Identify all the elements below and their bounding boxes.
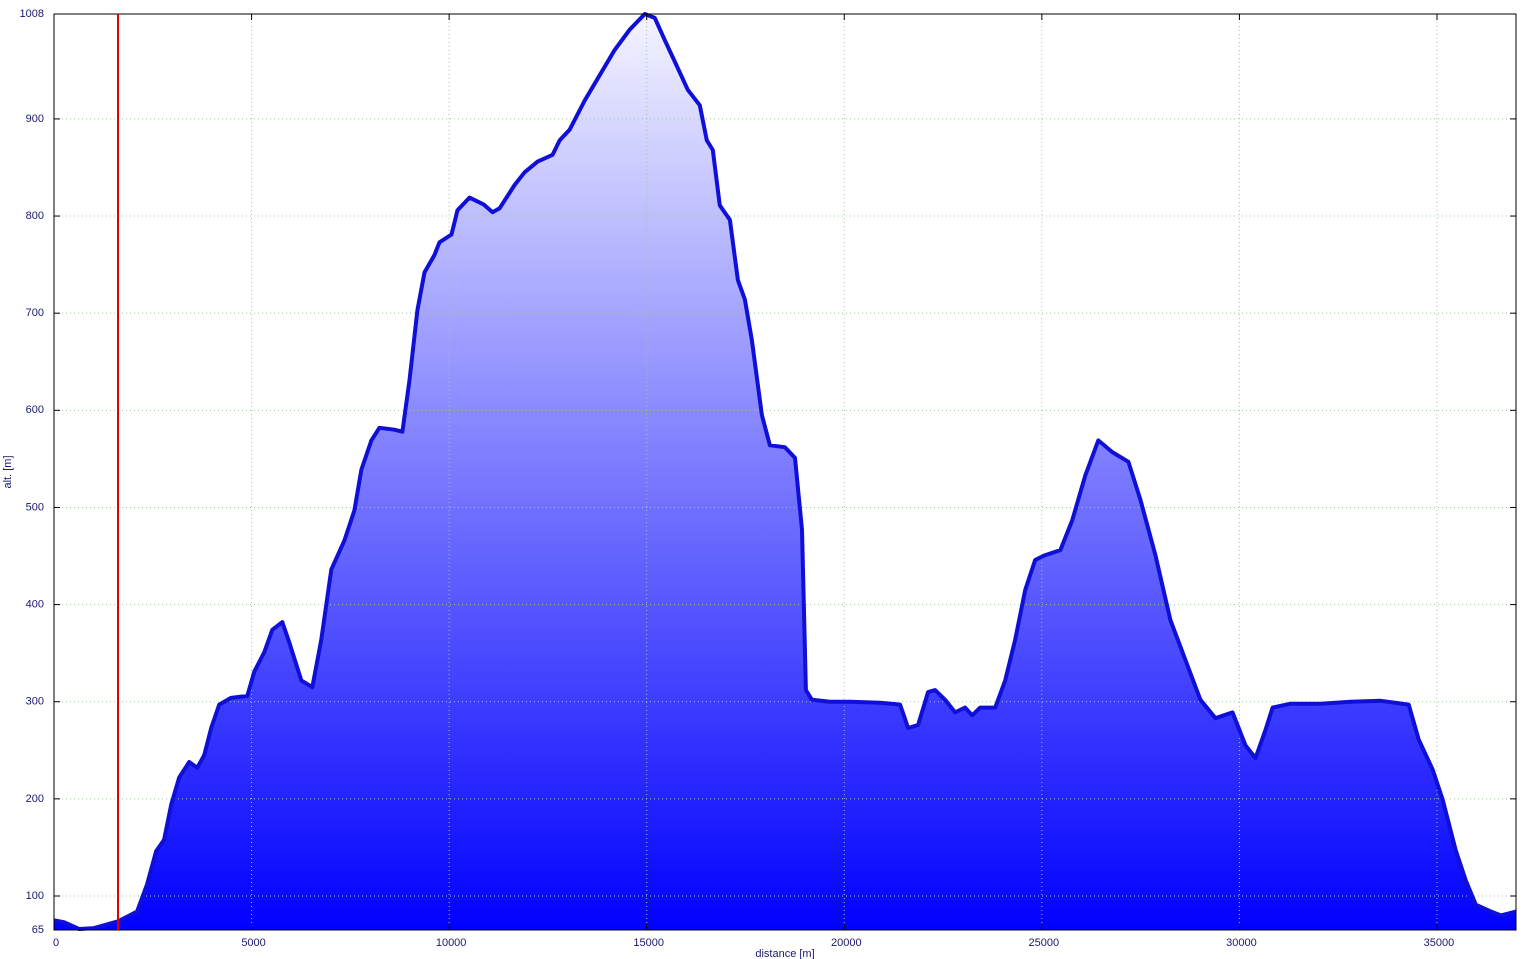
elevation-line: [53, 12, 1517, 931]
y-tick-label: 800: [26, 210, 44, 222]
x-tick-label: 30000: [1226, 937, 1257, 949]
y-tick-label: 65: [32, 924, 44, 936]
x-tick-label: 5000: [241, 937, 265, 949]
x-tick-label: 25000: [1029, 937, 1060, 949]
y-axis-label: alt. [m]: [2, 455, 14, 488]
y-tick-label: 400: [26, 598, 44, 610]
y-tick-label: 600: [26, 404, 44, 416]
y-tick-label: 1008: [20, 8, 44, 20]
y-tick-label: 700: [26, 307, 44, 319]
x-axis-label: distance [m]: [755, 948, 814, 959]
y-tick-label: 200: [26, 793, 44, 805]
y-tick-label: 900: [26, 113, 44, 125]
y-tick-label: 500: [26, 501, 44, 513]
x-tick-label: 35000: [1424, 937, 1455, 949]
x-tick-label: 20000: [831, 937, 862, 949]
x-tick-label: 15000: [633, 937, 664, 949]
x-tick-label: 10000: [436, 937, 467, 949]
plot-frame: [53, 13, 1517, 931]
y-tick-label: 100: [26, 890, 44, 902]
x-tick-label: 0: [53, 937, 59, 949]
y-tick-label: 300: [26, 696, 44, 708]
area-fill: [54, 14, 1516, 930]
